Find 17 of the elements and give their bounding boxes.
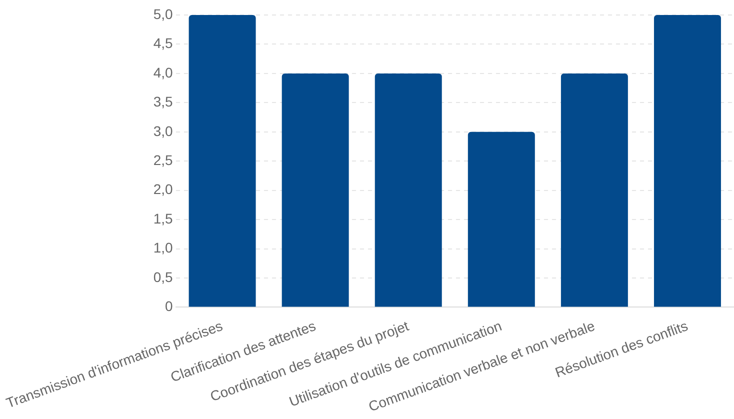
bar	[188, 15, 256, 307]
y-tick-label: 3,5	[153, 94, 173, 110]
y-tick-label: 5,0	[153, 6, 173, 22]
y-tick-label: 0,5	[153, 268, 173, 285]
bar	[282, 73, 349, 307]
bar	[560, 73, 628, 307]
y-tick-label: 4,5	[153, 35, 173, 52]
bar	[374, 73, 442, 307]
y-tick-label: 2,0	[153, 181, 173, 198]
y-tick-label: 2,5	[153, 152, 173, 168]
bar	[654, 15, 721, 307]
y-tick-label: 3,0	[153, 122, 173, 139]
y-tick-label: 1,0	[153, 240, 173, 256]
y-tick-label: 0	[164, 298, 173, 314]
y-tick-label: 1,5	[153, 210, 173, 226]
y-tick-label: 4,0	[153, 64, 173, 80]
bar	[468, 132, 535, 307]
